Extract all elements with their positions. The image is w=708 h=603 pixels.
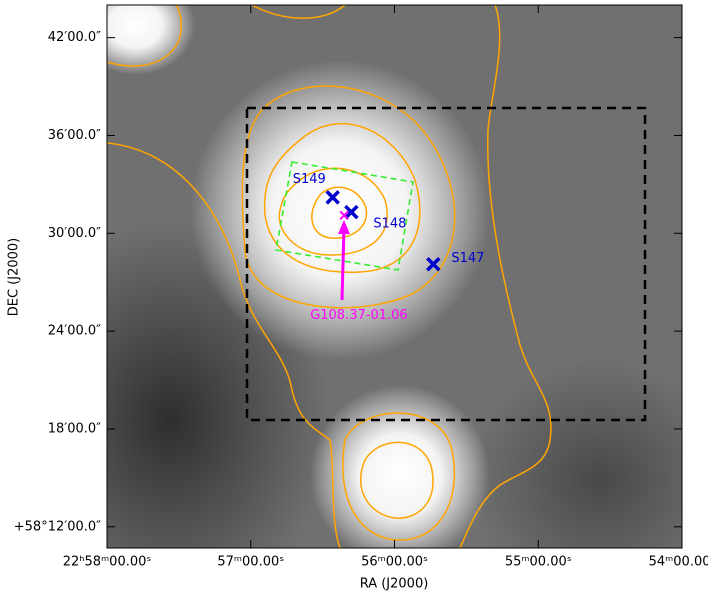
source-marker xyxy=(344,204,359,220)
x-tick-label: 22ʰ58ᵐ00.00ˢ xyxy=(63,555,152,570)
x-tick-label: 54ᵐ00.00ˢ xyxy=(649,555,708,570)
image xyxy=(107,5,682,548)
source-label: S148 xyxy=(373,217,406,232)
x-tick-label: 57ᵐ00.00ˢ xyxy=(217,555,284,570)
y-axis-label: DEC (J2000) xyxy=(7,238,22,317)
x-tick-label: 55ᵐ00.00ˢ xyxy=(505,555,572,570)
y-tick-label: 42′00.0″ xyxy=(48,30,101,45)
y-tick-label: +58°12′00.0″ xyxy=(14,519,101,534)
source-label: S149 xyxy=(293,172,326,187)
x-tick-label: 56ᵐ00.00ˢ xyxy=(361,555,428,570)
x-axis-label: RA (J2000) xyxy=(360,577,429,592)
source-marker xyxy=(426,257,441,272)
y-tick-label: 18′00.0″ xyxy=(48,421,101,436)
source-label: G108.37-01.06 xyxy=(310,308,407,323)
source-marker xyxy=(325,190,340,205)
y-tick-label: 30′00.0″ xyxy=(48,226,101,241)
source-marker xyxy=(339,210,349,221)
y-tick-label: 36′00.0″ xyxy=(48,128,101,143)
source-label: S147 xyxy=(451,251,484,266)
y-tick-label: 24′00.0″ xyxy=(48,324,101,339)
